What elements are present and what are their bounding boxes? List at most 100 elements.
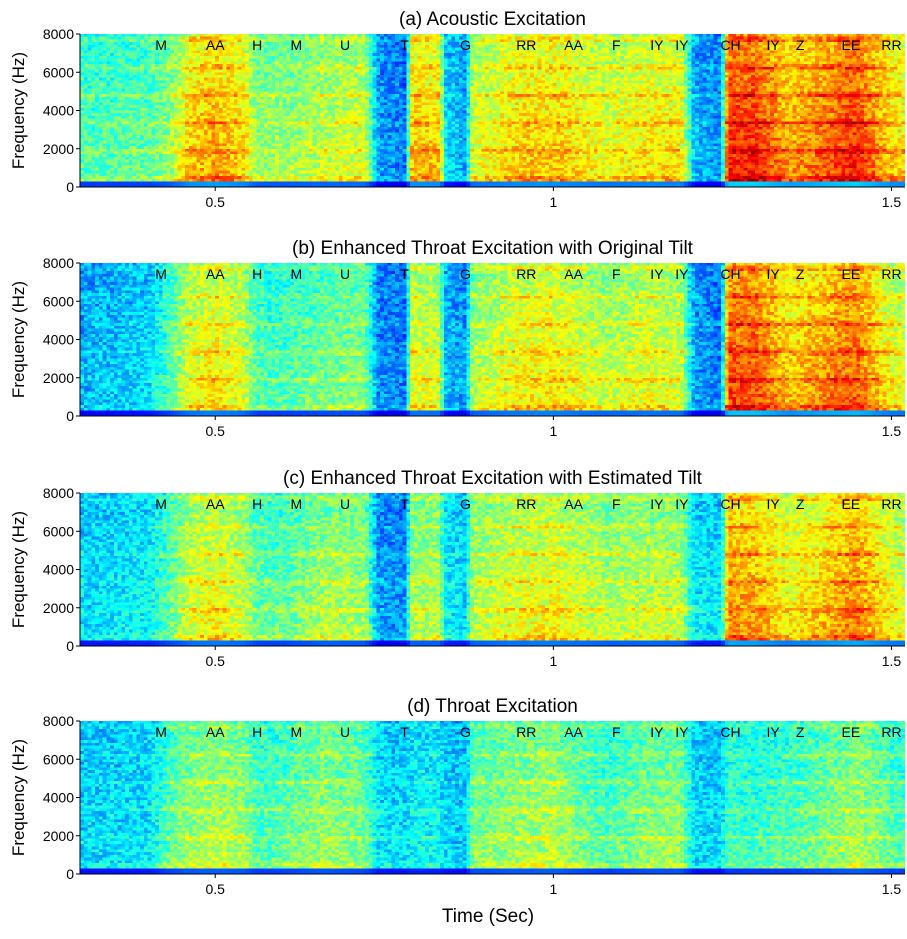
x-tick-label: 1: [549, 881, 557, 897]
phoneme-label: M: [291, 724, 303, 740]
phoneme-label: AA: [564, 496, 583, 512]
y-tick-label: 0: [66, 638, 74, 654]
phoneme-label: IY: [650, 266, 664, 282]
phoneme-label: EE: [842, 724, 861, 740]
phoneme-label: G: [460, 724, 471, 740]
x-tick-label: 0.5: [206, 881, 226, 897]
x-tick-label: 1.5: [882, 194, 902, 210]
phoneme-label: G: [460, 37, 471, 53]
phoneme-label: IY: [675, 37, 689, 53]
y-tick-label: 4000: [43, 103, 74, 119]
spectrogram-image: [80, 263, 905, 416]
phoneme-label: CH: [720, 496, 740, 512]
x-tick-label: 1.5: [882, 423, 902, 439]
y-axis-label: Frequency (Hz): [9, 281, 28, 398]
spectrogram-panel: (b) Enhanced Throat Excitation with Orig…: [9, 238, 905, 439]
phoneme-label: M: [155, 724, 167, 740]
phoneme-label: Z: [796, 266, 805, 282]
x-tick-label: 1.5: [882, 881, 902, 897]
phoneme-label: IY: [675, 724, 689, 740]
y-tick-label: 0: [66, 866, 74, 882]
phoneme-label: IY: [767, 724, 781, 740]
phoneme-label: M: [291, 37, 303, 53]
phoneme-label: CH: [720, 266, 740, 282]
x-tick-label: 0.5: [206, 423, 226, 439]
y-tick-label: 2000: [43, 370, 74, 386]
phoneme-label: RR: [881, 266, 901, 282]
phoneme-label: U: [340, 724, 350, 740]
phoneme-label: EE: [842, 496, 861, 512]
y-tick-label: 4000: [43, 562, 74, 578]
y-tick-label: 8000: [43, 26, 74, 42]
phoneme-label: AA: [564, 266, 583, 282]
phoneme-label: T: [400, 496, 409, 512]
phoneme-label: AA: [564, 724, 583, 740]
phoneme-label: H: [252, 37, 262, 53]
phoneme-label: IY: [675, 266, 689, 282]
phoneme-label: CH: [720, 37, 740, 53]
y-axis-label: Frequency (Hz): [9, 739, 28, 856]
y-tick-label: 0: [66, 408, 74, 424]
y-tick-label: 6000: [43, 751, 74, 767]
phoneme-label: F: [612, 266, 621, 282]
phoneme-label: IY: [675, 496, 689, 512]
phoneme-label: G: [460, 496, 471, 512]
y-tick-label: 8000: [43, 713, 74, 729]
x-tick-label: 0.5: [206, 194, 226, 210]
x-tick-label: 1: [549, 423, 557, 439]
phoneme-label: M: [155, 496, 167, 512]
spectrogram-panel: (d) Throat Excitation 0 2000 4000 6000 8000 0.…: [9, 696, 905, 897]
phoneme-label: IY: [767, 266, 781, 282]
phoneme-label: U: [340, 496, 350, 512]
phoneme-label: AA: [206, 724, 225, 740]
phoneme-label: CH: [720, 724, 740, 740]
phoneme-label: RR: [516, 724, 536, 740]
phoneme-label: Z: [796, 37, 805, 53]
spectrogram-image: [80, 493, 905, 646]
phoneme-label: IY: [767, 37, 781, 53]
phoneme-label: AA: [206, 37, 225, 53]
phoneme-label: RR: [516, 266, 536, 282]
y-tick-label: 6000: [43, 293, 74, 309]
phoneme-label: F: [612, 37, 621, 53]
phoneme-label: IY: [650, 724, 664, 740]
phoneme-label: RR: [881, 724, 901, 740]
phoneme-label: F: [612, 496, 621, 512]
phoneme-label: AA: [206, 496, 225, 512]
y-tick-label: 2000: [43, 828, 74, 844]
spectrogram-panel: (a) Acoustic Excitation 0 2000 4000 6000 8000…: [9, 9, 905, 210]
y-tick-label: 8000: [43, 255, 74, 271]
panel-title: (d) Throat Excitation: [407, 696, 578, 717]
phoneme-label: EE: [842, 266, 861, 282]
y-tick-label: 2000: [43, 600, 74, 616]
x-tick-label: 1.5: [882, 653, 902, 669]
phoneme-label: M: [155, 37, 167, 53]
y-tick-label: 4000: [43, 332, 74, 348]
spectrogram-image: [80, 34, 905, 187]
x-tick-label: 1: [549, 653, 557, 669]
phoneme-label: T: [400, 724, 409, 740]
phoneme-label: T: [400, 37, 409, 53]
y-tick-label: 0: [66, 179, 74, 195]
panel-title: (b) Enhanced Throat Excitation with Orig…: [292, 238, 694, 259]
phoneme-label: RR: [516, 496, 536, 512]
phoneme-label: Z: [796, 724, 805, 740]
spectrogram-panel: (c) Enhanced Throat Excitation with Esti…: [9, 468, 905, 669]
phoneme-label: M: [291, 496, 303, 512]
phoneme-label: H: [252, 724, 262, 740]
y-tick-label: 8000: [43, 485, 74, 501]
phoneme-label: RR: [881, 37, 901, 53]
y-axis-label: Frequency (Hz): [9, 52, 28, 169]
phoneme-label: RR: [516, 37, 536, 53]
phoneme-label: AA: [206, 266, 225, 282]
spectrogram-image: [80, 721, 905, 874]
phoneme-label: EE: [842, 37, 861, 53]
x-tick-label: 1: [549, 194, 557, 210]
y-tick-label: 6000: [43, 64, 74, 80]
phoneme-label: F: [612, 724, 621, 740]
phoneme-label: Z: [796, 496, 805, 512]
phoneme-label: U: [340, 266, 350, 282]
phoneme-label: H: [252, 266, 262, 282]
